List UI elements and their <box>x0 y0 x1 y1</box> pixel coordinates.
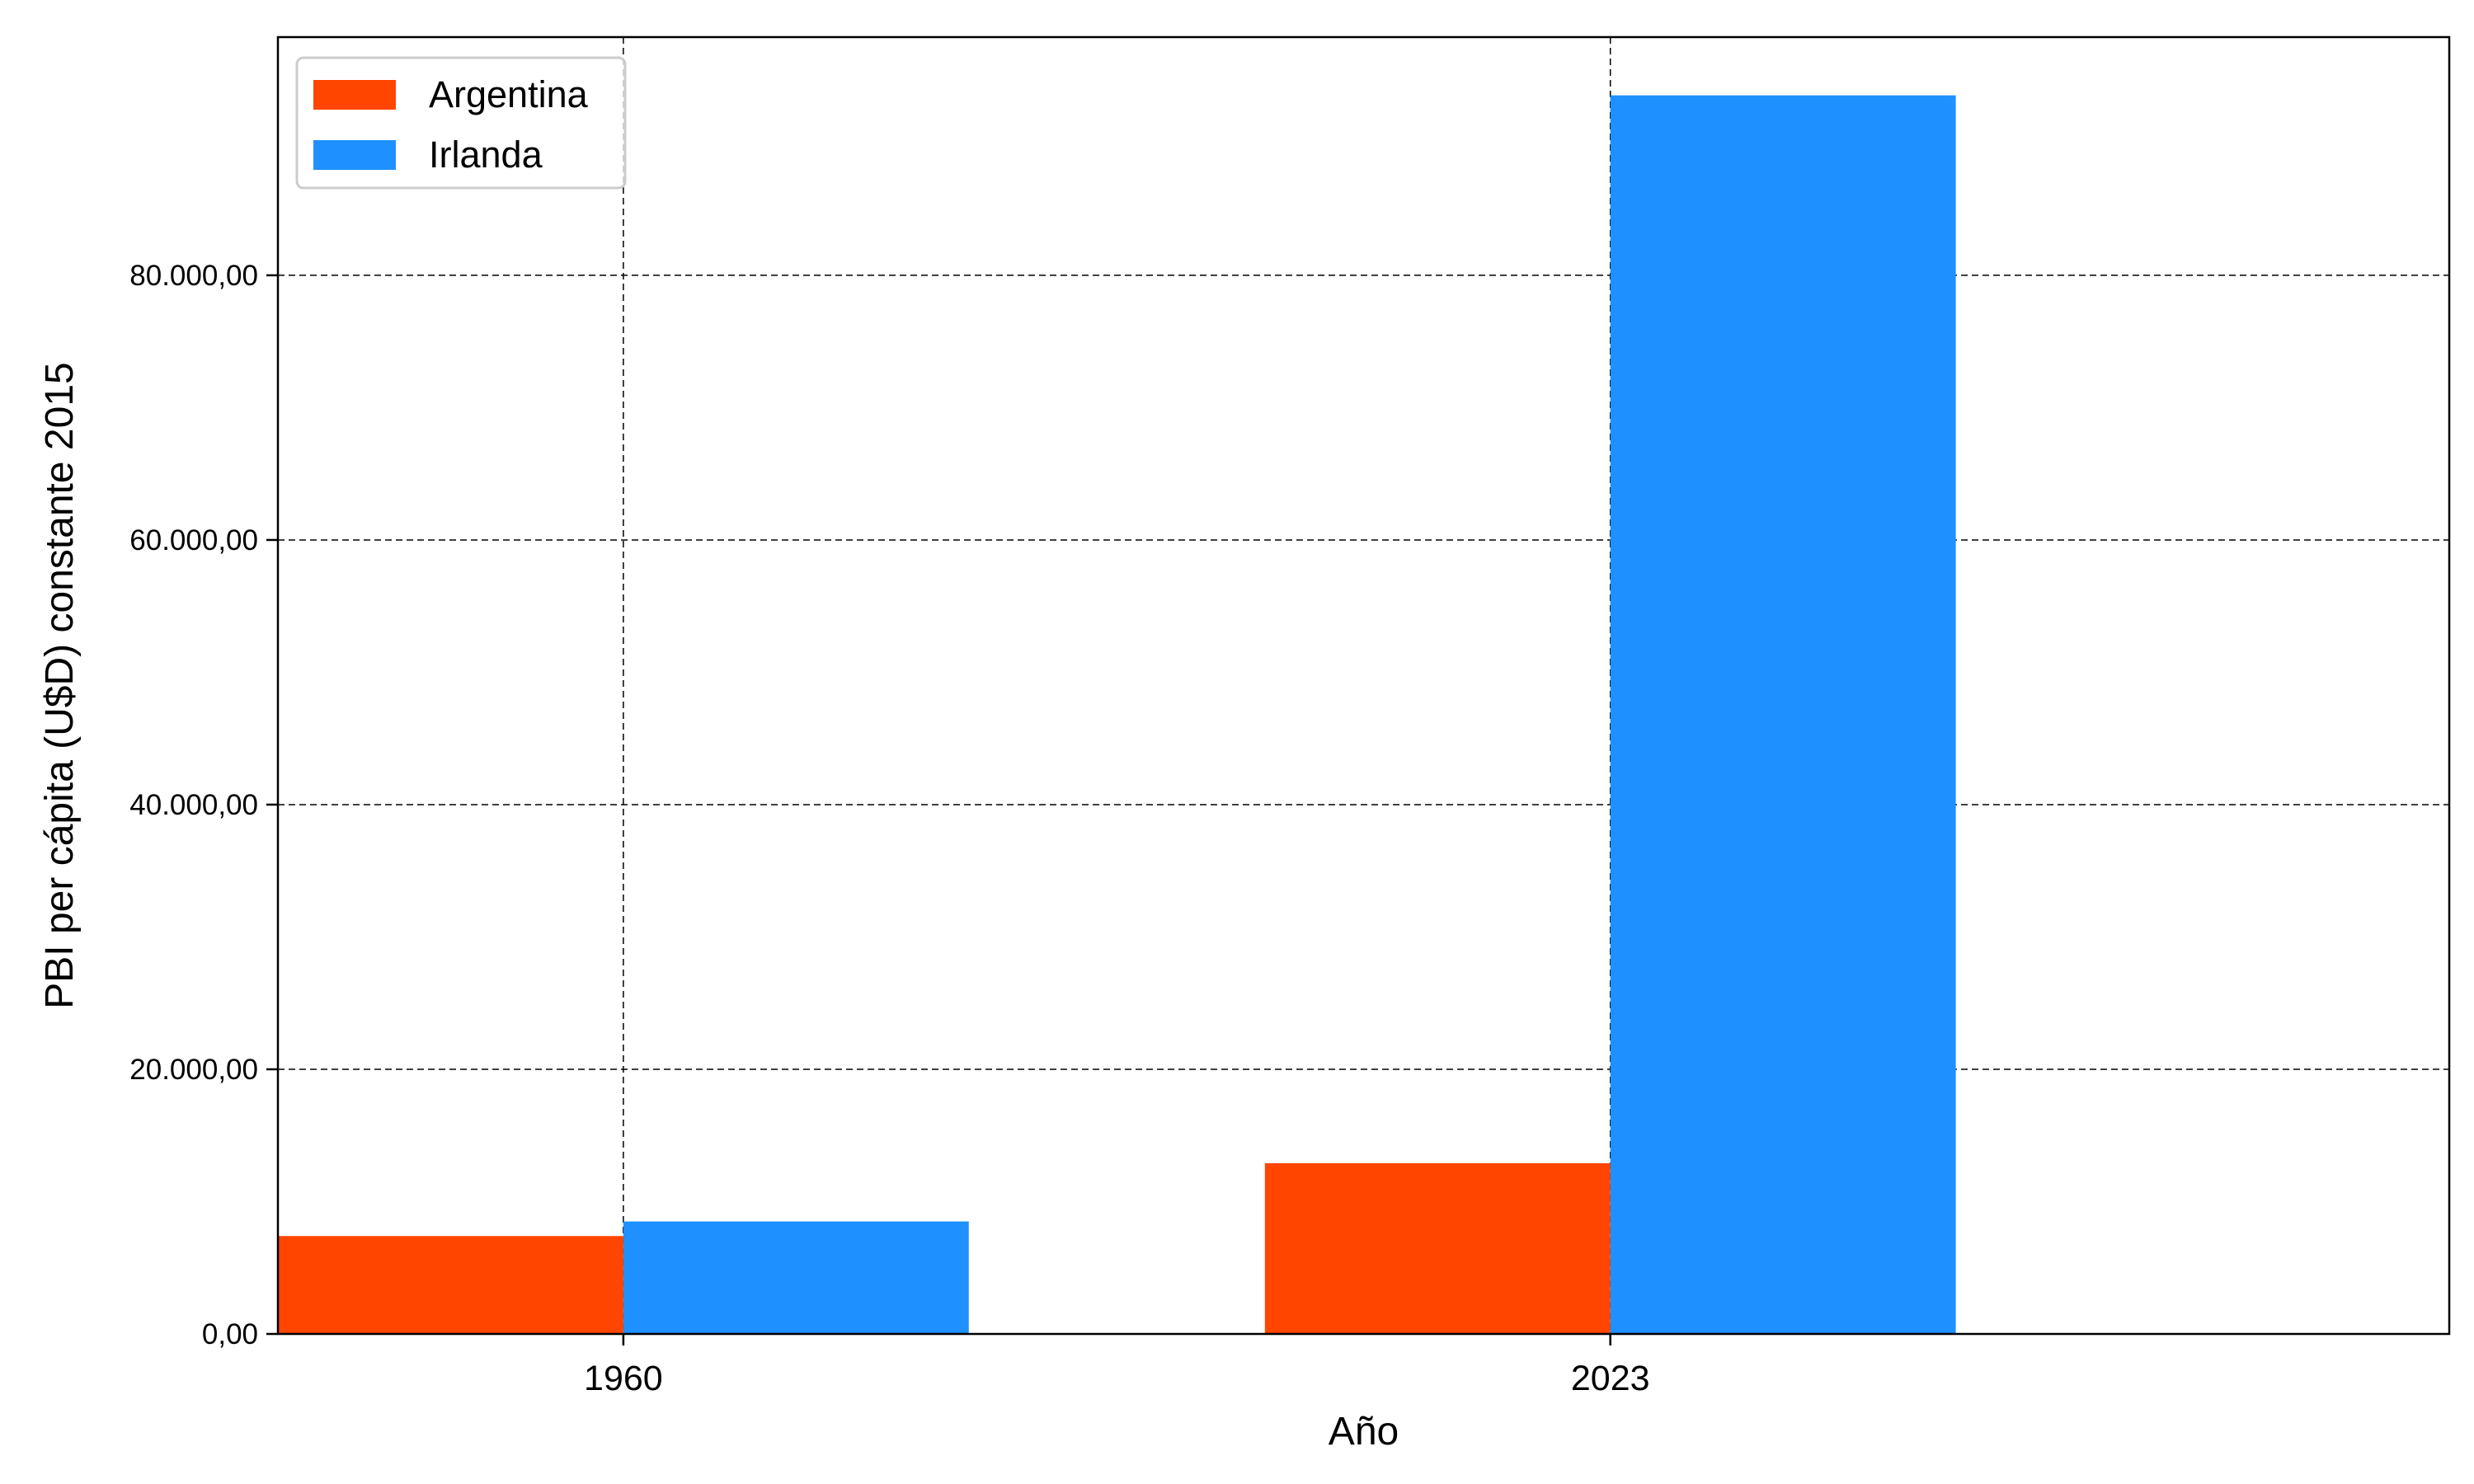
legend-label-irlanda: Irlanda <box>429 134 543 176</box>
bar-irlanda-2023 <box>1610 95 1956 1334</box>
y-tick-label: 60.000,00 <box>129 524 258 556</box>
bars <box>278 95 1956 1334</box>
x-tick-label: 2023 <box>1571 1359 1650 1398</box>
y-tick-label: 80.000,00 <box>129 260 258 292</box>
y-tick-label: 40.000,00 <box>129 789 258 821</box>
y-tick-label: 20.000,00 <box>129 1054 258 1086</box>
legend-label-argentina: Argentina <box>429 73 589 115</box>
x-tick-label: 1960 <box>584 1359 663 1398</box>
x-axis-title: Año <box>1329 1410 1399 1453</box>
axis-ticks: 0,00 20.000,00 40.000,00 60.000,00 80.000,00… <box>129 260 1649 1398</box>
plot-frame <box>276 35 2451 1336</box>
legend: Argentina Irlanda <box>295 56 627 190</box>
bar-argentina-2023 <box>1264 1162 1611 1334</box>
legend-swatch-irlanda <box>313 140 396 170</box>
y-axis-title: PBI per cápita (U$D) constante 2015 <box>38 362 82 1008</box>
bar-irlanda-1960 <box>623 1221 969 1334</box>
legend-swatch-argentina <box>313 80 396 110</box>
y-tick-label: 0,00 <box>202 1318 258 1350</box>
bar-argentina-1960 <box>278 1236 623 1334</box>
